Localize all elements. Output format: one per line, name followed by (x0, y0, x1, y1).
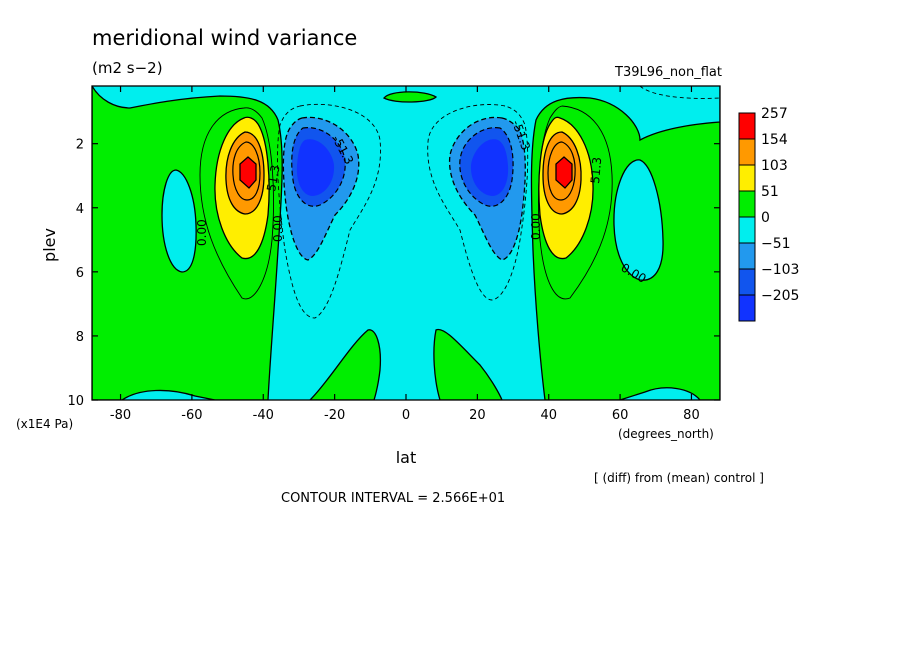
x-axis-units: (degrees_north) (618, 427, 714, 441)
x-tick-label-1: -60 (181, 408, 202, 423)
contour-fill-0-center-top (383, 91, 438, 103)
colorbar-label-7: −205 (761, 288, 799, 304)
contour-fill-neg205-south (296, 139, 335, 196)
x-tick-label-4: 0 (402, 408, 410, 423)
colorbar-swatch-3 (738, 190, 756, 218)
colorbar: 257 154 103 51 0 −51 −103 −205 (738, 106, 799, 322)
contour-label-4: 51.3 (264, 164, 282, 193)
colorbar-label-4: 0 (761, 210, 770, 226)
x-axis: -80 -60 -40 -20 0 20 40 60 80 (110, 86, 700, 423)
colorbar-label-3: 51 (761, 184, 779, 200)
colorbar-label-1: 154 (761, 132, 788, 148)
x-tick-label-2: -40 (253, 408, 274, 423)
run-label: T39L96_non_flat (614, 65, 722, 80)
x-tick-label-0: -80 (110, 408, 131, 423)
contour-fill-257-south (239, 156, 257, 189)
colorbar-swatch-6 (738, 268, 756, 296)
contour-line-neg25-north (427, 104, 529, 301)
y-tick-label-3: 8 (76, 330, 84, 345)
contour-label-2: 0.00 (271, 215, 285, 242)
contour-label-6: 0.00 (529, 213, 543, 240)
contour-line-25-south (199, 107, 274, 300)
y-tick-label-1: 4 (76, 202, 84, 217)
contour-line-154-south (232, 141, 261, 201)
contour-fill-257-north (555, 156, 573, 189)
x-tick-label-5: 20 (469, 408, 486, 423)
x-axis-label: lat (396, 448, 417, 467)
colorbar-swatch-0 (738, 112, 756, 140)
contour-line-154-north (547, 141, 576, 201)
colorbar-label-2: 103 (761, 158, 788, 174)
y-axis: 2 4 6 8 10 (67, 138, 720, 409)
contour-fill-neg205-north (470, 139, 509, 196)
x-tick-label-8: 80 (683, 408, 700, 423)
contour-interval-text: CONTOUR INTERVAL = 2.566E+01 (281, 491, 505, 506)
contour-line-top-north (639, 86, 720, 99)
y-tick-label-2: 6 (76, 266, 84, 281)
x-tick-label-3: -20 (324, 408, 345, 423)
plot-area: 0.00 0.00 -51.3 51.3 -51.3 0.00 51.3 0.0… (92, 86, 720, 400)
colorbar-label-5: −51 (761, 236, 791, 252)
colorbar-swatch-4 (738, 216, 756, 244)
contour-label-1: 0.00 (195, 219, 209, 246)
contour-label-7: 51.3 (588, 156, 604, 184)
colorbar-swatch-2 (738, 164, 756, 192)
y-tick-label-4: 10 (67, 394, 84, 409)
y-axis-label: plev (40, 228, 59, 262)
colorbar-label-6: −103 (761, 262, 799, 278)
contour-fill-0-center-left (309, 329, 382, 400)
footer-note: [ (diff) from (mean) control ] (594, 471, 764, 485)
chart-units: (m2 s−2) (92, 59, 163, 77)
contour-line-neg25-south (277, 103, 381, 319)
colorbar-swatch-1 (738, 138, 756, 166)
colorbar-label-0: 257 (761, 106, 788, 122)
colorbar-swatch-7 (738, 294, 756, 322)
contour-line-25-north (538, 105, 613, 300)
y-axis-units: (x1E4 Pa) (16, 417, 73, 431)
y-tick-label-0: 2 (76, 138, 84, 153)
chart-title: meridional wind variance (92, 26, 357, 50)
x-tick-label-7: 60 (612, 408, 629, 423)
contour-fill-0-center-right (433, 328, 503, 400)
x-tick-label-6: 40 (540, 408, 557, 423)
colorbar-swatch-5 (738, 242, 756, 270)
